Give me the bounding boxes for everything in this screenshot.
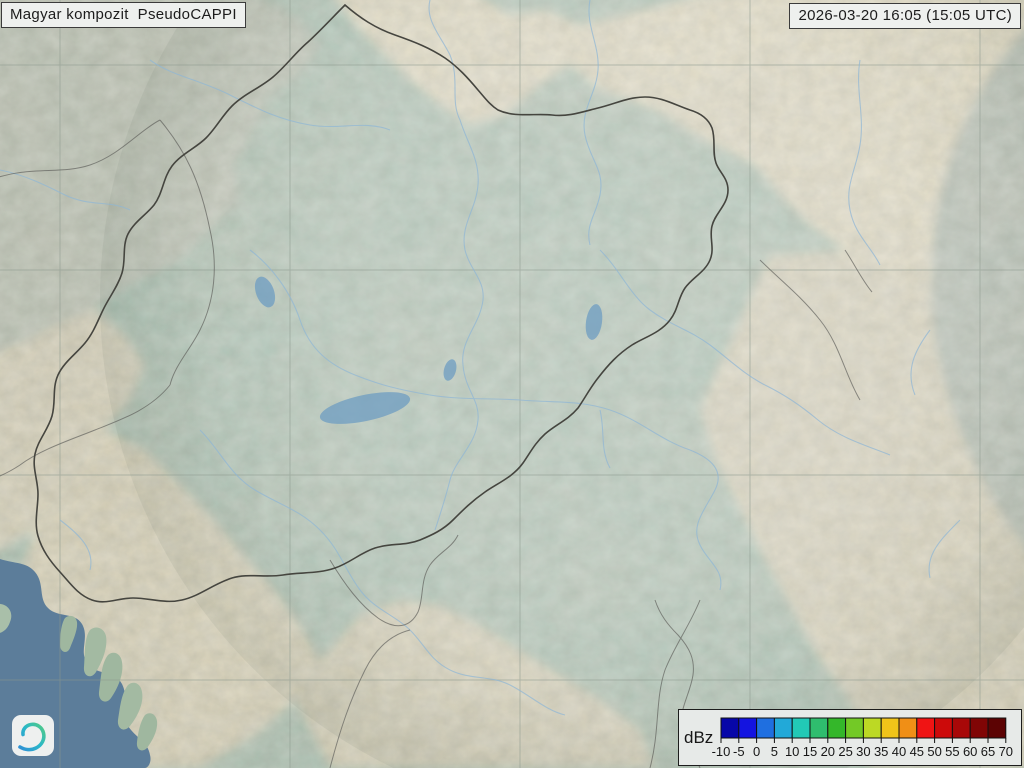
svg-text:70: 70	[999, 744, 1013, 759]
svg-text:-5: -5	[733, 744, 745, 759]
svg-text:45: 45	[910, 744, 924, 759]
svg-text:0: 0	[753, 744, 760, 759]
svg-text:30: 30	[856, 744, 870, 759]
svg-text:35: 35	[874, 744, 888, 759]
svg-text:dBz: dBz	[684, 728, 713, 747]
svg-text:50: 50	[927, 744, 941, 759]
svg-text:55: 55	[945, 744, 959, 759]
svg-text:40: 40	[892, 744, 906, 759]
svg-text:15: 15	[803, 744, 817, 759]
svg-text:5: 5	[771, 744, 778, 759]
svg-text:20: 20	[821, 744, 835, 759]
svg-text:10: 10	[785, 744, 799, 759]
svg-text:25: 25	[838, 744, 852, 759]
svg-text:65: 65	[981, 744, 995, 759]
svg-text:60: 60	[963, 744, 977, 759]
svg-text:-10: -10	[712, 744, 731, 759]
